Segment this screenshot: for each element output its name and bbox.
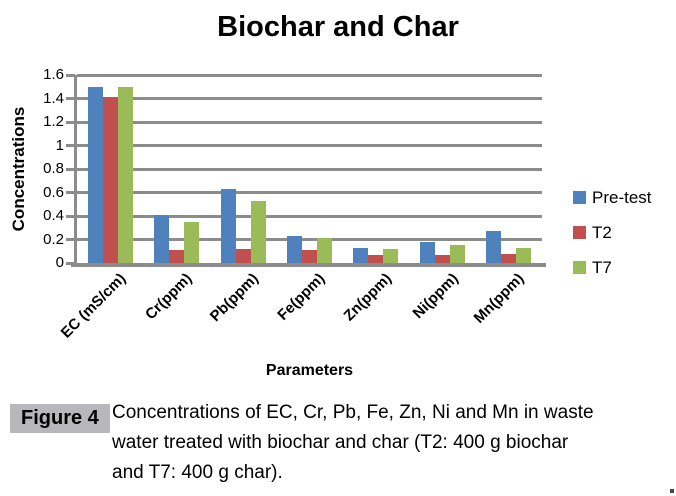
y-tick-mark <box>66 144 75 147</box>
gridline <box>77 97 542 100</box>
gridline <box>77 73 542 77</box>
y-axis-line <box>74 75 77 267</box>
gridline <box>77 167 542 171</box>
bar-t2-mn <box>501 253 517 263</box>
bar-t7-ec <box>117 86 133 263</box>
y-tick-mark <box>66 73 75 77</box>
y-tick-mark <box>66 238 75 241</box>
y-tick-label: 0.8 <box>43 160 64 177</box>
gridline <box>77 214 542 218</box>
gridline <box>77 144 542 147</box>
legend-swatch-icon <box>573 191 586 204</box>
x-category-label: Mn(ppm) <box>471 270 528 327</box>
x-axis-line <box>71 263 546 267</box>
legend-swatch-icon <box>573 261 586 274</box>
y-tick-mark <box>66 261 75 265</box>
caption-line: Concentrations of EC, Cr, Pb, Fe, Zn, Ni… <box>112 402 594 423</box>
caption-line: water treated with biochar and char (T2:… <box>112 432 569 453</box>
x-category-label: Zn(ppm) <box>340 270 395 325</box>
bar-pre-test-pb <box>220 188 236 263</box>
x-category-label: Pb(ppm) <box>207 270 263 326</box>
legend-label: Pre-test <box>592 187 652 207</box>
y-tick-label: 0.6 <box>43 183 64 201</box>
x-category-label: EC (mS/cm) <box>57 270 130 342</box>
y-tick-label: 1.4 <box>43 89 64 107</box>
y-tick-label: 0.4 <box>43 207 64 224</box>
chart-title: Biochar and Char <box>217 11 459 43</box>
bar-t7-mn <box>516 247 532 263</box>
y-tick-mark <box>66 167 75 171</box>
legend-swatch-icon <box>573 226 586 239</box>
x-axis-title: Parameters <box>265 362 354 379</box>
bar-t7-pb <box>250 200 266 263</box>
y-tick-label: 1.6 <box>43 66 64 83</box>
x-category-label: Cr(ppm) <box>142 270 196 324</box>
figure-label: Figure 4 <box>10 404 110 433</box>
y-tick-mark <box>66 120 75 124</box>
bar-t7-ni <box>449 245 465 263</box>
y-tick-label: 1 <box>55 136 64 154</box>
y-tick-label: 0 <box>55 254 64 271</box>
legend-item-t2: T2 <box>573 223 652 242</box>
bar-pre-test-cr <box>154 214 170 263</box>
bar-pre-test-ni <box>419 241 435 263</box>
bar-t2-cr <box>169 250 185 263</box>
bar-t2-fe <box>302 250 317 263</box>
legend-item-t7: T7 <box>573 258 652 277</box>
bar-pre-test-zn <box>353 247 369 263</box>
bar-t2-zn <box>368 254 384 263</box>
bar-t7-zn <box>383 248 399 263</box>
bar-t2-ni <box>434 254 450 263</box>
y-tick-label: 1.2 <box>43 113 64 130</box>
bar-pre-test-ec <box>87 86 103 263</box>
bar-pre-test-mn <box>486 231 502 263</box>
bar-t7-cr <box>184 221 200 263</box>
bar-t2-pb <box>235 248 251 263</box>
stray-dot <box>670 489 674 493</box>
y-tick-mark <box>66 97 75 100</box>
figure-caption-text: Concentrations of EC, Cr, Pb, Fe, Zn, Ni… <box>112 398 594 488</box>
gridline <box>77 120 542 124</box>
bar-t7-fe <box>317 238 332 263</box>
legend: Pre-test T2 T7 <box>573 188 652 293</box>
y-tick-label: 0.2 <box>43 230 64 248</box>
caption-line: and T7: 400 g char). <box>112 462 283 483</box>
bar-pre-test-fe <box>287 235 302 263</box>
y-tick-mark <box>66 191 75 194</box>
y-tick-mark <box>66 214 75 218</box>
gridline <box>77 191 542 194</box>
bar-t2-ec <box>102 97 118 263</box>
legend-label: T7 <box>592 257 612 277</box>
gridline <box>77 238 542 241</box>
x-category-label: Ni(ppm) <box>409 270 462 323</box>
plot-area <box>77 73 542 263</box>
x-category-label: Fe(ppm) <box>274 270 329 324</box>
legend-label: T2 <box>592 222 612 242</box>
legend-item-pre-test: Pre-test <box>573 188 652 207</box>
